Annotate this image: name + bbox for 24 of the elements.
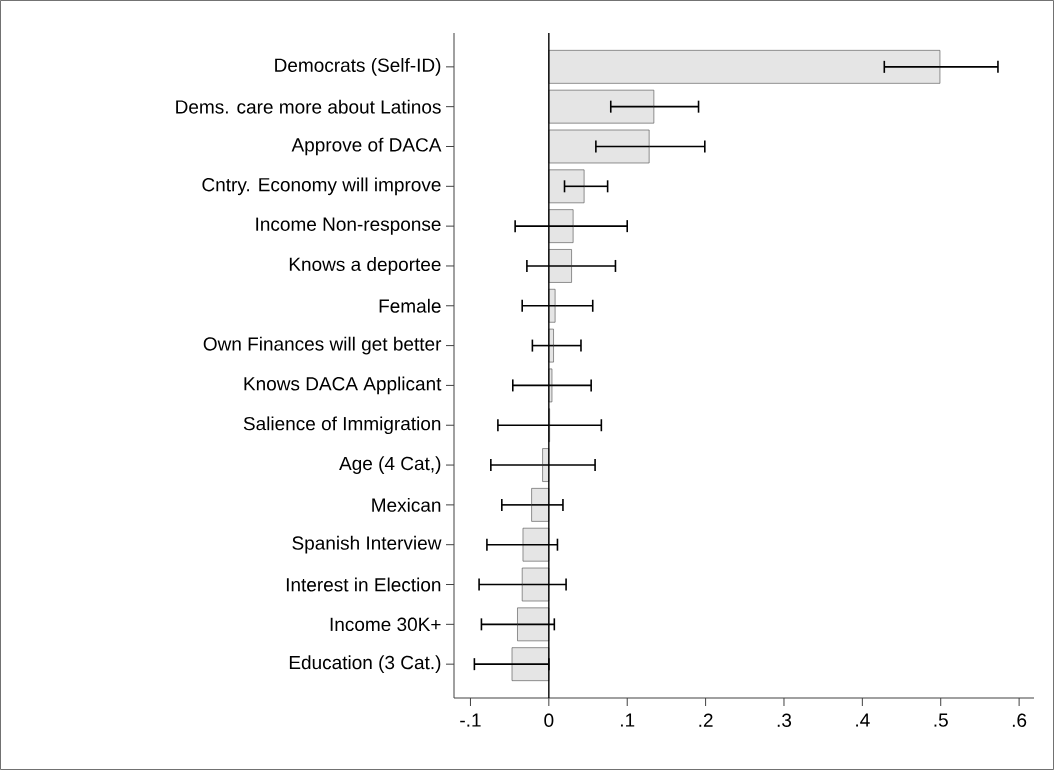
- y-tick-label: Income 30K+: [330, 617, 441, 632]
- x-tick-label: -.1: [460, 713, 481, 727]
- y-tick-label: Knows DACA Applicant: [244, 376, 442, 395]
- y-tick-label: Income Non-response: [256, 217, 441, 235]
- x-tick-label: .4: [856, 713, 870, 727]
- y-tick-label: Democrats (Self-ID): [275, 58, 441, 76]
- y-tick-label: Approve of DACA: [291, 137, 442, 156]
- y-tick-label: Female: [379, 298, 441, 313]
- y-tick-label: Knows a deportee: [289, 257, 441, 275]
- y-tick-label: Cntry. Economy will improve: [202, 177, 441, 196]
- x-tick-label: 0: [544, 713, 554, 727]
- x-tick-label: .5: [934, 713, 948, 727]
- x-tick-label: .3: [777, 713, 792, 727]
- y-tick-label: Dems. care more about Latinos: [176, 99, 441, 114]
- x-tick-label: .2: [699, 713, 713, 727]
- y-tick-label: Spanish Interview: [292, 535, 442, 554]
- y-tick-label: Interest in Election: [286, 577, 441, 592]
- x-tick-label: .6: [1012, 713, 1027, 727]
- y-tick-label: Mexican: [372, 497, 441, 512]
- x-tick-label: .1: [621, 713, 635, 727]
- y-tick-label: Age (4 Cat,): [339, 456, 441, 474]
- y-tick-label: Education (3 Cat.): [289, 655, 441, 674]
- y-tick-label: Salience of Immigration: [243, 416, 441, 435]
- y-tick-label: Own Finances will get better: [203, 336, 442, 355]
